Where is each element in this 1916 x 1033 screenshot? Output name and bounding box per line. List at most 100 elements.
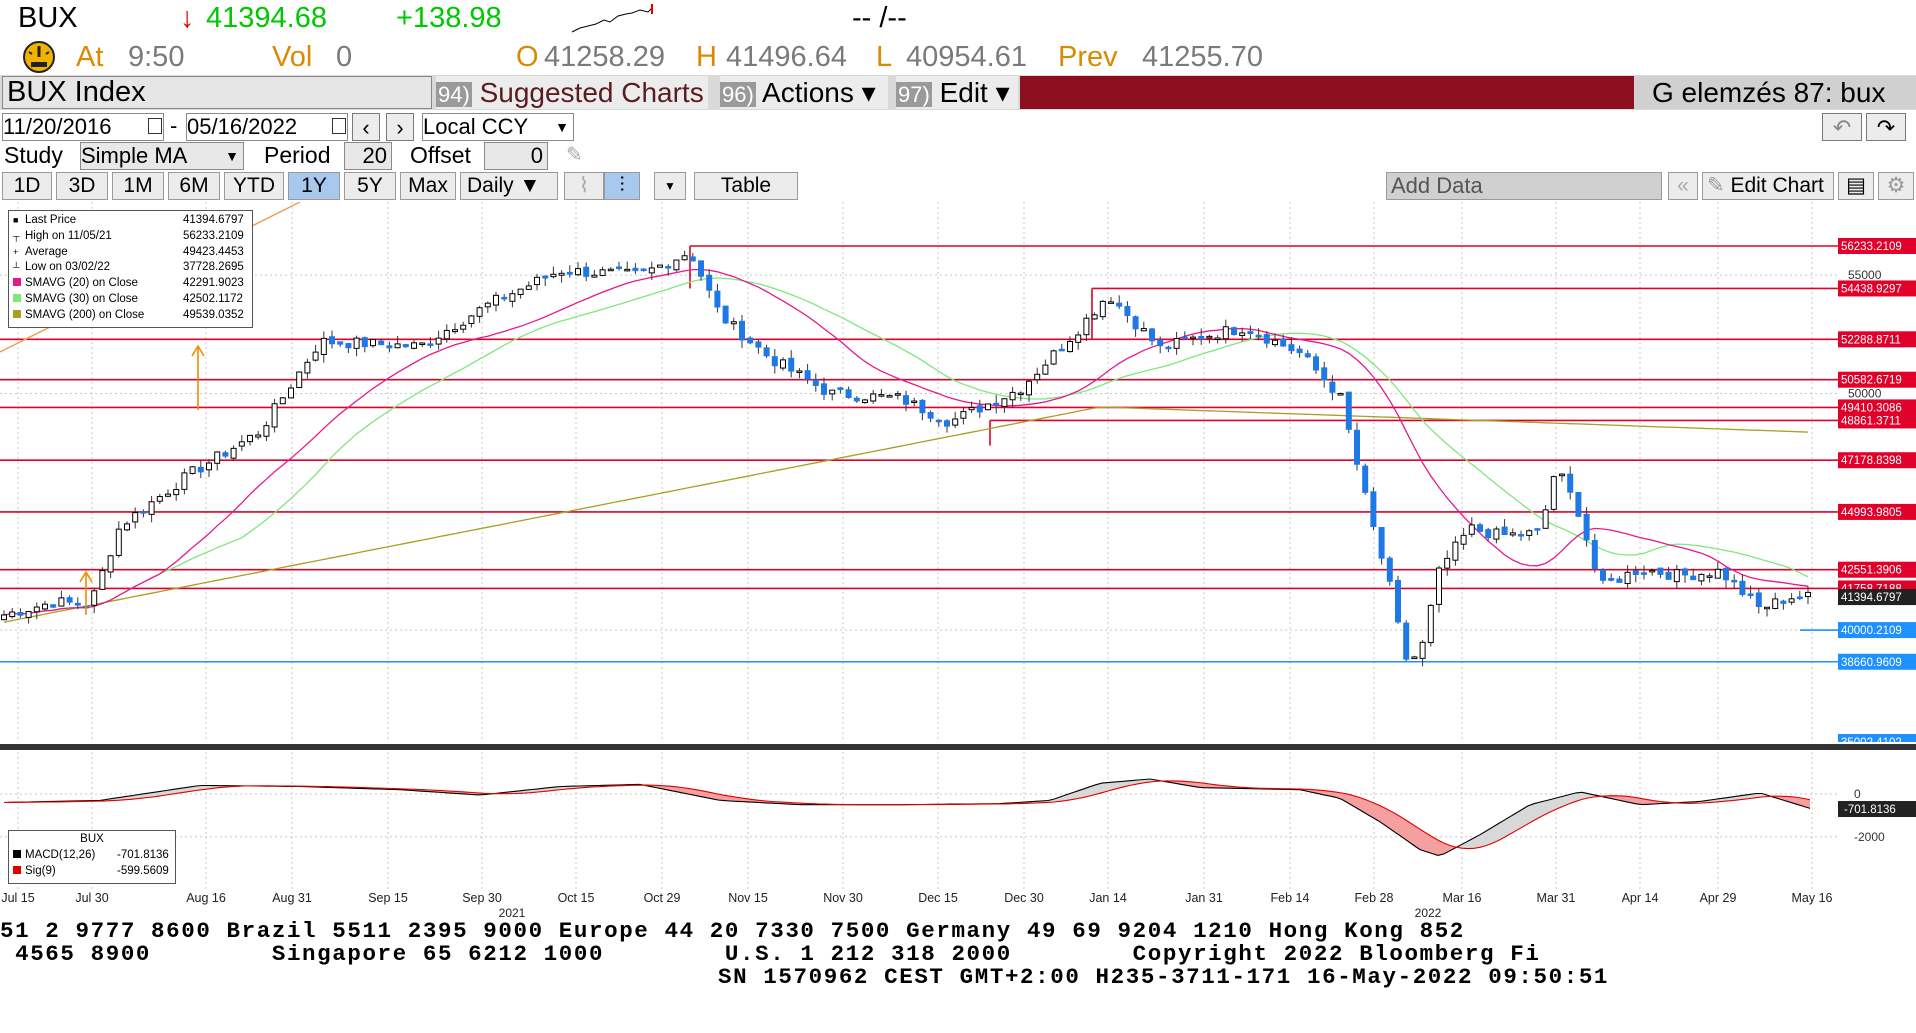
redo-icon[interactable]: ↷ [1866, 113, 1906, 141]
price-level-tag: 35002.4102 [1838, 734, 1916, 742]
candle [17, 611, 24, 616]
candle [722, 305, 729, 324]
chevron-left-icon[interactable]: ‹ [352, 113, 380, 141]
edit-chart-button[interactable]: ✎ Edit Chart [1702, 172, 1834, 200]
chart-type-dropdown[interactable]: ▼ [654, 172, 686, 200]
legend-value: -599.5609 [117, 864, 169, 877]
frequency-select[interactable]: Daily ▼ [460, 172, 558, 200]
price-level-tag: 50582.6719 [1838, 371, 1916, 388]
tab-1y[interactable]: 1Y [288, 172, 340, 200]
x-tick-label: Feb 14 [1271, 891, 1310, 905]
macd-legend-row: MACD(12,26) -701.8136 [13, 848, 171, 864]
candle [1550, 476, 1557, 510]
candle [279, 397, 286, 405]
candle [411, 342, 417, 349]
legend-name: High on 11/05/21 [25, 229, 112, 242]
security-field[interactable]: BUX Index [2, 76, 432, 109]
candle [1370, 491, 1377, 527]
candle [1567, 473, 1574, 493]
y-tick-label: 0 [1854, 787, 1861, 801]
candle [1706, 575, 1713, 578]
candle [796, 370, 803, 373]
candle [1116, 302, 1123, 307]
start-date-field[interactable]: 11/20/2016 [2, 113, 164, 141]
edit-chart-label: Edit Chart [1730, 174, 1824, 197]
time-label: At [76, 41, 104, 73]
candle [1042, 364, 1049, 375]
tab-1m[interactable]: 1M [112, 172, 164, 200]
line-chart-icon[interactable]: ⌇ [564, 172, 604, 200]
legend-swatch: ┬ [13, 230, 20, 241]
candle [575, 268, 581, 276]
candle [698, 260, 704, 277]
macd-fill [706, 791, 712, 799]
candle [156, 496, 163, 502]
x-tick-label: Dec 30 [1004, 891, 1044, 905]
panel-divider[interactable] [0, 744, 1916, 750]
calendar-icon[interactable] [332, 118, 346, 134]
currency-value: Local CCY [423, 114, 529, 139]
period-input[interactable]: 20 [344, 142, 392, 170]
candle [263, 425, 270, 437]
tab-3d[interactable]: 3D [56, 172, 108, 200]
tab-max[interactable]: Max [400, 172, 456, 200]
candle [1788, 598, 1795, 603]
signal-line [3, 780, 1811, 850]
legend-row: + Average 49423.4453 [13, 245, 248, 261]
offset-input[interactable]: 0 [484, 142, 548, 170]
actions-menu[interactable]: 96) Actions ▾ [720, 76, 888, 109]
candle [222, 452, 229, 457]
end-date-field[interactable]: 05/16/2022 [186, 113, 348, 141]
x-year-label: 2022 [1415, 906, 1442, 920]
legend-row: ┴ Low on 03/02/22 37728.2695 [13, 260, 248, 276]
macd-fill [1372, 802, 1378, 821]
period-label: Period [264, 142, 331, 168]
chevron-right-icon[interactable]: › [386, 113, 414, 141]
price-chart[interactable]: 5500050000450004000056233.210954438.9297… [0, 202, 1916, 742]
candle [845, 389, 852, 399]
candle [1731, 579, 1738, 583]
undo-icon[interactable]: ↶ [1822, 113, 1862, 141]
tab-5y[interactable]: 5Y [344, 172, 396, 200]
macd-fill [172, 788, 178, 795]
pencil-icon[interactable]: ✎ [566, 144, 583, 166]
edit-menu[interactable]: 97) Edit ▾ [896, 76, 1018, 109]
bar-chart-icon[interactable]: ⫶ [604, 172, 640, 200]
chart-icon[interactable]: ▤ [1838, 172, 1874, 200]
collapse-icon[interactable]: « [1668, 172, 1698, 200]
candle [435, 337, 442, 345]
suggested-charts-button[interactable]: 94) Suggested Charts [436, 76, 708, 109]
candle [1058, 348, 1065, 352]
legend-name: Sig(9) [25, 864, 56, 877]
gear-icon[interactable]: ⚙ [1878, 172, 1914, 200]
prev-label: Prev [1058, 41, 1118, 73]
currency-select[interactable]: Local CCY ▼ [422, 113, 574, 141]
legend-value: 42291.9023 [183, 277, 244, 290]
edit-num: 97) [896, 82, 932, 107]
macd-fill [1582, 792, 1588, 800]
macd-fill [1564, 794, 1570, 806]
macd-chart[interactable]: 0 -2000 -701.8136 [0, 752, 1916, 892]
macd-fill [1198, 782, 1204, 788]
legend-swatch [13, 293, 21, 302]
candle [714, 290, 721, 308]
macd-fill [1420, 829, 1426, 852]
tab-1d[interactable]: 1D [2, 172, 52, 200]
calendar-icon[interactable] [148, 118, 162, 134]
candle [1067, 340, 1073, 353]
candle [870, 393, 877, 402]
price-level-tag: 38660.9609 [1838, 653, 1916, 670]
study-select[interactable]: Simple MA ▼ [80, 142, 244, 170]
candle [1255, 334, 1262, 338]
candle [173, 489, 180, 496]
macd-fill [1396, 814, 1402, 838]
tab-6m[interactable]: 6M [168, 172, 220, 200]
study-label: Study [4, 142, 63, 168]
candle [837, 387, 844, 390]
macd-fill [1096, 783, 1102, 795]
candle [1575, 492, 1582, 517]
candle [189, 466, 196, 474]
add-data-input[interactable]: Add Data [1386, 172, 1662, 200]
tab-ytd[interactable]: YTD [224, 172, 284, 200]
table-button[interactable]: Table [694, 172, 798, 200]
